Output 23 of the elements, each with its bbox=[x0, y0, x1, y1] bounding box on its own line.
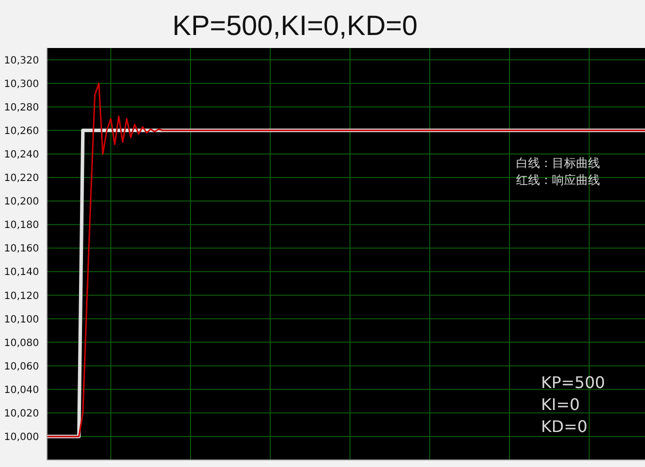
y-tick-label: 10,120 bbox=[4, 290, 39, 302]
y-tick-label: 10,020 bbox=[4, 408, 39, 420]
y-tick-label: 10,060 bbox=[4, 361, 39, 372]
y-tick-label: 10,080 bbox=[4, 338, 39, 349]
y-tick-label: 10,220 bbox=[4, 173, 39, 184]
y-tick-label: 10,100 bbox=[4, 314, 39, 326]
y-tick-label: 10,200 bbox=[4, 196, 39, 208]
y-tick-label: 10,240 bbox=[4, 149, 39, 160]
y-tick-label: 10,320 bbox=[4, 55, 39, 66]
annotation: KI=0 bbox=[541, 394, 581, 416]
annotation: KP=500 bbox=[541, 372, 606, 394]
y-tick-label: 10,140 bbox=[4, 267, 39, 278]
annotation: KD=0 bbox=[541, 416, 588, 438]
y-tick-label: 10,160 bbox=[4, 244, 39, 255]
y-tick-label: 10,180 bbox=[4, 220, 39, 232]
y-tick-label: 10,000 bbox=[4, 432, 39, 444]
y-tick-label: 10,040 bbox=[4, 384, 39, 396]
y-tick-label: 10,260 bbox=[4, 126, 39, 137]
annotation: 红线：响应曲线 bbox=[516, 172, 600, 189]
chart-title: KP=500,KI=0,KD=0 bbox=[171, 10, 419, 42]
annotation: 白线：目标曲线 bbox=[516, 155, 600, 172]
y-tick-label: 10,280 bbox=[4, 102, 39, 114]
y-tick-label: 10,300 bbox=[4, 78, 39, 90]
